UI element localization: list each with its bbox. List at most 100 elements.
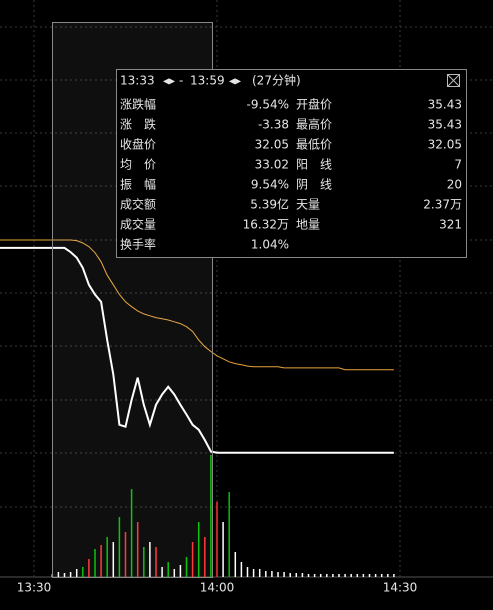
row-label: 阴 线 — [296, 178, 332, 192]
volume-bar — [277, 572, 279, 577]
volume-bar — [210, 455, 212, 577]
row-value: 33.02 — [255, 158, 289, 172]
volume-bar — [319, 574, 322, 577]
row-value: 2.37万 — [423, 198, 462, 212]
volume-bar — [149, 542, 151, 577]
volume-bar — [393, 574, 395, 577]
volume-bar — [313, 574, 316, 577]
volume-bar — [185, 557, 188, 577]
row-label: 地量 — [296, 218, 320, 232]
volume-bar — [124, 532, 127, 577]
volume-bar — [289, 573, 291, 577]
volume-bar — [271, 571, 273, 577]
x-tick-label: 14:00 — [200, 581, 235, 595]
volume-bar — [326, 574, 328, 577]
volume-bar — [222, 522, 224, 577]
tooltip-duration: (27分钟) — [252, 73, 301, 88]
row-label: 开盘价 — [296, 97, 332, 112]
row-value: 7 — [454, 158, 462, 172]
volume-bar — [82, 567, 84, 577]
volume-bar — [252, 569, 255, 577]
volume-bar — [75, 569, 78, 577]
volume-bar — [69, 572, 72, 577]
volume-bar — [112, 542, 115, 577]
volume-bar — [338, 574, 340, 577]
row-label: 换手率 — [120, 237, 156, 252]
volume-bar — [161, 567, 163, 577]
x-tick-label: 13:30 — [17, 581, 52, 595]
row-value: 32.05 — [428, 138, 462, 152]
volume-bar — [356, 574, 359, 577]
row-value: 32.05 — [255, 138, 289, 152]
volume-bar — [265, 571, 267, 577]
volume-bar — [374, 574, 377, 577]
row-label: 最低价 — [296, 138, 332, 152]
step-arrows[interactable]: ◂▸ — [229, 74, 241, 88]
row-label: 振 幅 — [120, 177, 156, 192]
row-value: -3.38 — [258, 118, 289, 132]
row-label: 收盘价 — [120, 137, 156, 152]
row-label: 涨跌幅 — [120, 97, 156, 112]
volume-bar — [197, 522, 200, 577]
row-label: 天量 — [296, 198, 320, 212]
volume-bar — [57, 572, 60, 577]
volume-bar — [216, 502, 218, 577]
volume-bar — [136, 522, 139, 577]
volume-bar — [295, 573, 298, 577]
row-value: 20 — [447, 178, 462, 192]
x-tick-label: 14:30 — [383, 581, 418, 595]
row-label: 均 价 — [120, 158, 156, 172]
tooltip-end: 13:59 — [190, 74, 225, 88]
row-label: 成交量 — [120, 217, 156, 232]
volume-bar — [344, 574, 346, 577]
step-arrows[interactable]: ◂▸ — [163, 74, 175, 88]
volume-bar — [173, 569, 176, 577]
volume-bar — [155, 547, 157, 577]
tooltip: 13:33 ◂▸ - 13:59 ◂▸ (27分钟) 涨跌幅 -9.54% 开盘价 3… — [116, 69, 467, 258]
close-button[interactable] — [447, 74, 460, 87]
volume-bar — [228, 492, 230, 577]
row-value: 321 — [439, 218, 462, 232]
volume-bar — [234, 552, 237, 577]
volume-bar — [130, 489, 133, 577]
volume-bar — [106, 537, 108, 577]
volume-bar — [362, 574, 365, 577]
volume-bar — [258, 569, 261, 577]
row-value: 5.39亿 — [250, 197, 289, 212]
price-line — [0, 246, 394, 454]
row-value: -9.54% — [247, 98, 289, 112]
volume-bar — [191, 542, 194, 577]
row-value: 16.32万 — [243, 218, 289, 232]
volume-bar — [283, 572, 285, 577]
tooltip-separator: - — [179, 74, 183, 88]
row-value: 35.43 — [428, 98, 462, 112]
volume-bar — [301, 573, 304, 577]
volume-bar — [380, 574, 383, 577]
row-label: 成交额 — [120, 197, 156, 212]
row-label: 阳 线 — [296, 158, 332, 172]
volume-bar — [246, 567, 249, 577]
row-value: 1.04% — [251, 238, 289, 252]
volume-bar — [88, 559, 90, 577]
close-cross[interactable] — [447, 74, 460, 87]
tooltip-box — [116, 69, 467, 258]
volume-bar — [350, 574, 352, 577]
volume-bar — [143, 547, 145, 577]
average-line — [0, 239, 394, 371]
volume-bar — [240, 562, 243, 577]
row-value: 35.43 — [428, 118, 462, 132]
volume-bar — [94, 549, 96, 577]
volume-bar — [167, 562, 169, 577]
volume-bar — [307, 574, 310, 577]
row-label: 涨 跌 — [120, 117, 156, 132]
volume-bar — [204, 537, 206, 577]
close-box[interactable] — [447, 74, 460, 87]
volume-bar — [179, 565, 182, 577]
volume-bar — [100, 545, 102, 577]
volume-bar — [387, 574, 389, 577]
row-value: 9.54% — [251, 178, 289, 192]
row-label: 最高价 — [296, 117, 332, 132]
volume-bar — [63, 573, 66, 577]
tooltip-start: 13:33 — [120, 74, 155, 88]
